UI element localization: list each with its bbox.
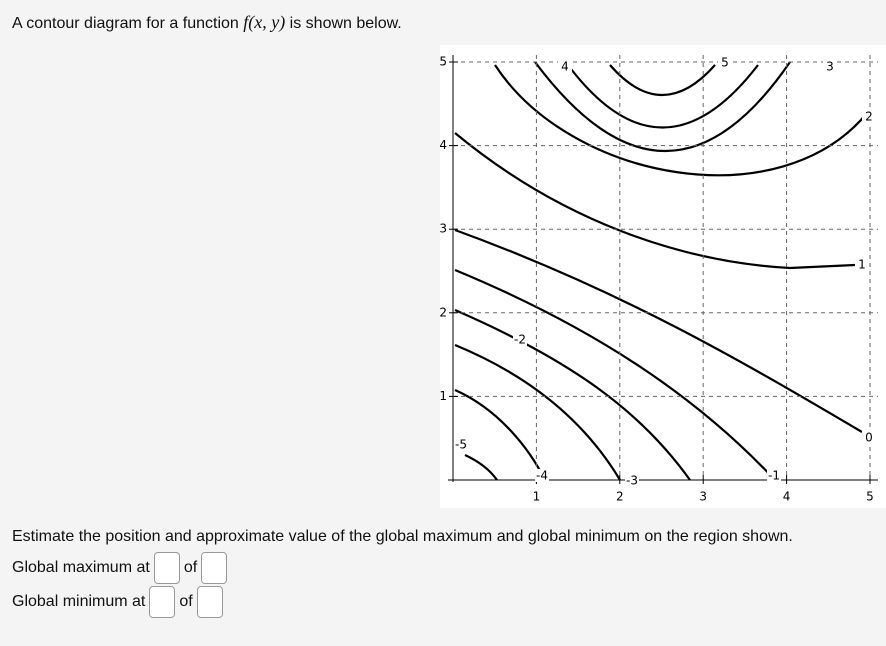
contour-label: -2 (514, 333, 526, 347)
contour-label: 3 (826, 60, 834, 74)
contour-label-bg (862, 110, 876, 123)
contour-line (464, 454, 498, 481)
contour-label: -4 (536, 469, 548, 483)
x-tick-label: 3 (699, 490, 707, 504)
contour-label: 2 (865, 110, 873, 124)
answer-label: of (183, 559, 198, 576)
contour-label: 4 (561, 60, 569, 74)
contour-line (609, 64, 716, 97)
question: Estimate the position and approximate va… (12, 528, 793, 545)
contour-label: 1 (858, 258, 866, 272)
contour-label: 5 (721, 56, 729, 70)
y-tick-label: 4 (439, 138, 447, 152)
contour-label-bg (855, 258, 869, 271)
contour-label: -3 (626, 474, 638, 488)
contour-line (494, 64, 869, 177)
y-tick-label: 1 (439, 389, 447, 403)
contour-label-bg (513, 333, 527, 346)
contour-label-bg (535, 469, 549, 482)
contour-label-bg (862, 431, 876, 444)
value-input[interactable] (201, 552, 228, 584)
contour-label-bg (625, 474, 639, 487)
value-input[interactable] (196, 586, 223, 618)
intro-text: is shown below. (289, 15, 402, 32)
contour-label-bg (454, 438, 468, 451)
contour-line (567, 64, 759, 129)
contours (454, 61, 869, 481)
answer-row: Global maximum at of (12, 552, 228, 584)
contour-label: -5 (455, 438, 467, 452)
intro: A contour diagram for a function f(x, y)… (12, 12, 402, 33)
x-tick-label: 4 (783, 490, 791, 504)
function-name: f(x, y) (243, 12, 286, 32)
position-input[interactable] (153, 552, 180, 584)
answer-row: Global minimum at of (12, 586, 223, 618)
contour-label: -1 (768, 469, 780, 483)
contour-line (454, 268, 776, 481)
contour-line (454, 228, 863, 433)
contour-line (454, 343, 621, 481)
contour-line (534, 61, 791, 153)
contour-line (454, 132, 856, 270)
answer-label: of (179, 593, 193, 610)
y-tick-label: 3 (439, 222, 447, 236)
contour-line (454, 308, 691, 481)
contour-label-bg (767, 469, 781, 482)
y-tick-label: 2 (439, 305, 447, 319)
contour-label-bg (718, 56, 732, 69)
figure-background (440, 45, 886, 508)
x-tick-label: 2 (616, 490, 624, 504)
contour-diagram: 1 2 3 4 5 1 2 3 4 5 4 5 3 2 1 0 -1 -2 -3 -4 -5 (439, 45, 886, 508)
x-tick-label: 1 (533, 490, 541, 504)
contour-label-bg (558, 60, 572, 73)
answer-label: Global minimum at (12, 593, 146, 610)
position-input[interactable] (149, 586, 176, 618)
intro-text: A contour diagram for a function (12, 15, 239, 32)
y-tick-label: 5 (439, 55, 447, 69)
x-tick-label: 5 (866, 490, 874, 504)
contour-label-bg (823, 60, 837, 73)
answer-label: Global maximum at (12, 559, 150, 576)
contour-label: 0 (865, 431, 873, 445)
